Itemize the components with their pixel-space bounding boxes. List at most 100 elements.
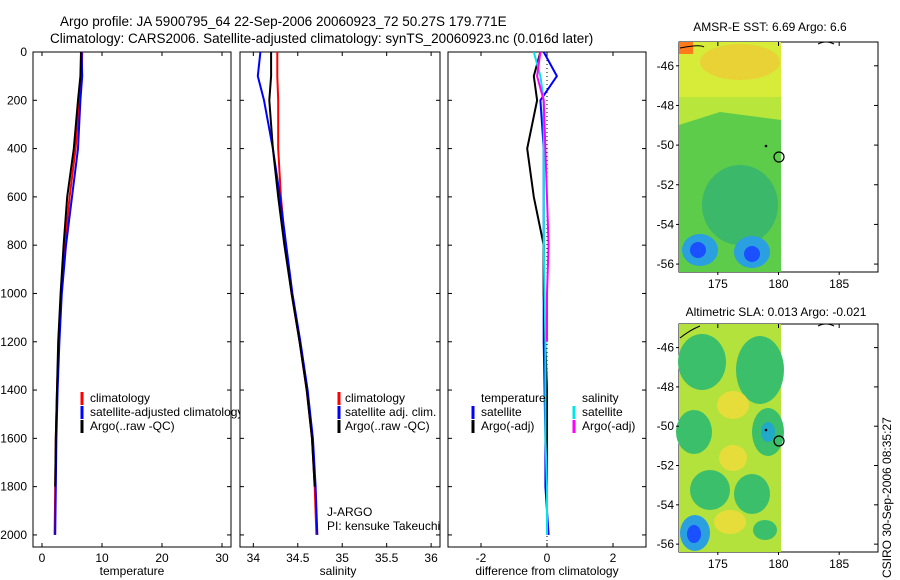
temperature-axes <box>32 51 232 548</box>
series-salinity-argo-adj <box>536 52 550 342</box>
y-tick-label: -52 <box>657 459 675 473</box>
x-tick-label: 20 <box>155 551 169 565</box>
sst-field <box>679 42 781 272</box>
x-tick-label: 34 <box>247 551 261 565</box>
sst-map-title: AMSR-E SST: 6.69 Argo: 6.6 <box>693 20 847 34</box>
salinity-lines <box>256 52 319 535</box>
x-tick-label: 180 <box>768 277 788 291</box>
difference-lines <box>526 52 558 535</box>
legend-label-sal-argo: Argo(-adj) <box>582 419 635 433</box>
y-tick-label: -48 <box>657 98 675 112</box>
sst-map-x-ticks: 175 180 185 <box>708 42 850 291</box>
y-tick-label: 1800 <box>0 480 27 494</box>
x-tick-label: 180 <box>768 557 788 571</box>
y-tick-label: -56 <box>657 257 675 271</box>
sla-high-2 <box>719 445 747 471</box>
y-tick-label: 2000 <box>0 528 27 542</box>
legend-label-argo: Argo(..raw -QC) <box>345 419 430 433</box>
plot-title-line1: Argo profile: JA 5900795_64 22-Sep-2006 … <box>60 14 507 29</box>
argo-track-dot <box>764 144 768 148</box>
x-tick-label: 30 <box>215 551 229 565</box>
sla-map-panel: Altimetric SLA: 0.013 Argo: -0.021 -46 -4… <box>657 305 879 571</box>
x-tick-label: 36 <box>424 551 438 565</box>
sla-low-3 <box>676 410 712 454</box>
difference-y-ticks <box>448 51 646 536</box>
pi-annotation: PI: kensuke Takeuchi <box>327 519 440 533</box>
y-tick-label: -46 <box>657 59 675 73</box>
argo-track-dot <box>764 428 768 432</box>
salinity-x-ticks: 34 34.5 35 35.5 36 <box>247 52 438 565</box>
x-tick-label: 175 <box>708 277 728 291</box>
y-tick-label: 1400 <box>0 383 27 397</box>
sla-map-y-ticks: -46 -48 -50 -52 -54 -56 <box>657 341 878 551</box>
legend-label-climatology: climatology <box>345 391 405 405</box>
sla-low-1 <box>678 334 726 390</box>
y-tick-label: 1600 <box>0 431 27 445</box>
legend-label-satellite: satellite adj. clim. <box>345 405 436 419</box>
j-argo-annotation: J-ARGO <box>327 505 372 519</box>
sla-map-title: Altimetric SLA: 0.013 Argo: -0.021 <box>686 305 867 319</box>
footer-timestamp: CSIRO 30-Sep-2006 08:35:27 <box>880 417 894 578</box>
x-tick-label: -2 <box>476 551 487 565</box>
plot-title-line2: Climatology: CARS2006. Satellite-adjuste… <box>50 31 593 46</box>
sla-coastline <box>679 325 701 339</box>
temperature-legend: climatology satellite-adjusted climatolo… <box>80 391 243 433</box>
y-tick-label: -50 <box>657 138 675 152</box>
y-tick-label: 1200 <box>0 335 27 349</box>
sla-high-3 <box>714 510 746 534</box>
legend-title-salinity: salinity <box>582 391 619 405</box>
difference-x-label: difference from climatology <box>475 564 618 578</box>
sst-cold-core-1 <box>690 242 706 258</box>
salinity-legend: climatology satellite adj. clim. Argo(..… <box>337 391 436 433</box>
x-tick-label: 185 <box>829 277 849 291</box>
sla-low-8 <box>753 520 777 540</box>
series-salinity-satellite <box>532 52 548 535</box>
legend-label-satellite: satellite-adjusted climatology <box>90 405 243 419</box>
sla-low-4-core <box>761 422 775 442</box>
y-tick-label: 800 <box>7 238 27 252</box>
temperature-lines <box>53 52 84 535</box>
legend-title-temperature: temperature <box>481 391 546 405</box>
y-tick-label: 200 <box>7 93 27 107</box>
sst-cold-core-2 <box>744 246 760 262</box>
argo-float-marker <box>773 151 785 163</box>
legend-label-temp-argo: Argo(-adj) <box>481 419 534 433</box>
x-tick-label: 34.5 <box>286 551 310 565</box>
difference-panel: -2 0 2 difference from climatology tempera… <box>447 51 647 578</box>
temperature-y-ticks: 0 200 400 600 800 1000 1200 1400 1600 1800 2000 <box>0 45 231 542</box>
y-tick-label: -46 <box>657 341 675 355</box>
sla-low-7-core <box>687 525 701 543</box>
series-argo-raw-qc <box>54 52 82 487</box>
y-tick-label: -50 <box>657 419 675 433</box>
sst-map-panel: AMSR-E SST: 6.69 Argo: 6.6 -46 -48 -50 -52 -… <box>657 20 879 291</box>
difference-legend: temperature satellite Argo(-adj) salinit… <box>471 391 635 433</box>
y-tick-label: 1000 <box>0 286 27 300</box>
sst-coastline <box>679 45 705 49</box>
salinity-x-label: salinity <box>320 564 357 578</box>
sla-low-5 <box>690 470 730 510</box>
y-tick-label: 0 <box>20 45 27 59</box>
sla-high-1 <box>717 391 749 419</box>
legend-label-temp-satellite: satellite <box>481 405 522 419</box>
sla-field <box>676 324 784 552</box>
salinity-axes <box>239 51 441 548</box>
legend-label-argo: Argo(..raw -QC) <box>90 419 175 433</box>
y-tick-label: -52 <box>657 178 675 192</box>
legend-label-climatology: climatology <box>90 391 150 405</box>
y-tick-label: 400 <box>7 142 27 156</box>
x-tick-label: 185 <box>829 557 849 571</box>
y-tick-label: -54 <box>657 217 675 231</box>
y-tick-label: -54 <box>657 498 675 512</box>
temperature-panel: 0 200 400 600 800 1000 1200 1400 1600 1800 2000 0 1… <box>0 45 243 578</box>
argo-float-marker <box>773 435 785 447</box>
sst-cooler-patch <box>702 165 778 245</box>
series-argo-raw-qc <box>268 52 316 487</box>
sst-hot-corner <box>679 42 693 54</box>
y-tick-label: -48 <box>657 380 675 394</box>
x-tick-label: 175 <box>708 557 728 571</box>
legend-label-sal-satellite: satellite <box>582 405 623 419</box>
salinity-y-ticks <box>240 51 440 536</box>
x-tick-label: 35.5 <box>375 551 399 565</box>
salinity-panel: 34 34.5 35 35.5 36 salinity climatology sate… <box>239 51 441 578</box>
